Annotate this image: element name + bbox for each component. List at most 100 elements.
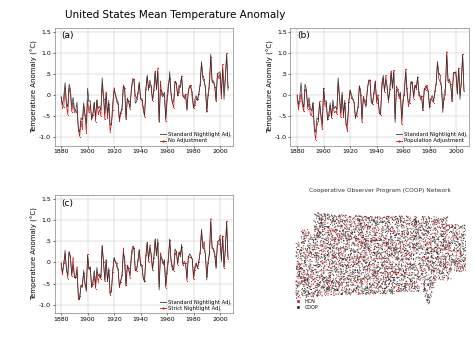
Point (332, 239, 339, 244)
Point (437, 247, 445, 253)
Point (307, 262, 315, 268)
Point (453, 266, 460, 272)
Point (424, 254, 432, 259)
Point (351, 279, 358, 284)
Point (447, 269, 455, 275)
Point (362, 239, 370, 244)
Point (430, 218, 438, 224)
Point (312, 213, 320, 218)
Point (417, 235, 425, 240)
Point (425, 246, 433, 251)
Point (303, 233, 310, 239)
Point (369, 225, 376, 231)
Point (447, 259, 455, 265)
Point (311, 276, 319, 281)
Point (321, 259, 329, 264)
Point (413, 278, 420, 284)
Point (338, 284, 346, 290)
Point (440, 263, 447, 269)
Point (357, 230, 365, 235)
Point (337, 276, 345, 281)
Point (370, 219, 378, 225)
Point (366, 262, 374, 268)
Point (371, 215, 379, 221)
Point (297, 262, 304, 267)
Point (408, 266, 415, 271)
Point (364, 224, 371, 230)
Point (418, 265, 426, 271)
Point (397, 282, 405, 288)
Point (415, 235, 423, 241)
Point (340, 238, 347, 244)
Point (366, 268, 374, 273)
Point (361, 220, 368, 225)
Point (311, 278, 319, 284)
Point (400, 277, 407, 282)
Point (445, 241, 452, 247)
Point (353, 252, 361, 257)
Point (431, 235, 438, 240)
Point (328, 214, 336, 219)
Point (374, 224, 381, 230)
Point (434, 237, 442, 242)
Point (425, 297, 432, 302)
Point (446, 225, 453, 230)
Point (415, 225, 423, 231)
Point (356, 239, 364, 245)
Point (326, 270, 333, 276)
Point (406, 287, 413, 293)
Point (430, 260, 438, 266)
Point (441, 229, 448, 234)
Point (437, 247, 445, 252)
Point (369, 250, 377, 255)
Point (340, 263, 347, 269)
Point (352, 232, 359, 238)
Point (449, 238, 457, 244)
Point (320, 281, 328, 287)
Point (423, 235, 430, 240)
Point (345, 265, 353, 270)
Point (337, 245, 345, 251)
Point (393, 279, 401, 284)
Point (444, 270, 452, 276)
Point (453, 243, 460, 248)
Point (428, 249, 436, 254)
Point (337, 235, 345, 241)
Point (430, 266, 438, 271)
Point (462, 252, 469, 258)
Point (333, 224, 341, 229)
Point (402, 213, 410, 219)
Point (374, 286, 382, 291)
Point (373, 228, 381, 234)
Point (342, 246, 350, 251)
Point (362, 264, 369, 269)
Point (314, 226, 322, 231)
Point (322, 212, 329, 217)
Point (329, 216, 337, 221)
Point (395, 252, 402, 258)
Point (324, 252, 331, 258)
Point (316, 262, 323, 268)
Point (332, 242, 340, 247)
Point (371, 265, 379, 270)
Point (428, 239, 435, 245)
Point (447, 265, 455, 270)
Point (316, 223, 324, 228)
Point (447, 245, 454, 251)
Point (313, 285, 320, 290)
Point (321, 226, 328, 231)
Point (404, 238, 411, 244)
Point (376, 220, 383, 225)
Point (378, 233, 386, 238)
Point (386, 287, 394, 292)
Point (331, 267, 339, 272)
Point (381, 286, 389, 291)
Point (306, 263, 314, 269)
Point (334, 238, 342, 244)
Point (427, 260, 434, 265)
Point (438, 233, 446, 239)
Point (421, 269, 429, 275)
Point (364, 246, 372, 251)
Point (331, 248, 338, 254)
Point (313, 284, 321, 290)
